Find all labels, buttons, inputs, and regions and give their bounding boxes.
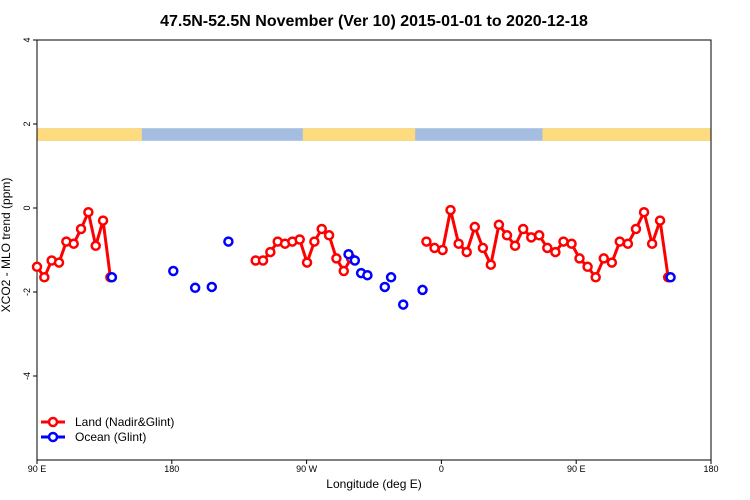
data-point xyxy=(68,238,79,249)
data-point xyxy=(429,242,440,254)
series-layer xyxy=(31,204,676,310)
data-point xyxy=(606,257,618,268)
data-point xyxy=(206,281,218,293)
y-axis-label: XCO2 - MLO trend (ppm) xyxy=(0,178,13,313)
data-point xyxy=(574,253,585,264)
data-point xyxy=(598,253,610,264)
data-point xyxy=(83,206,94,218)
data-point xyxy=(509,240,521,252)
data-point xyxy=(168,265,179,277)
data-point xyxy=(53,257,65,268)
data-point xyxy=(437,244,448,256)
y-tick-label: 0 xyxy=(22,205,32,210)
data-point xyxy=(654,215,666,226)
data-point xyxy=(646,238,658,249)
data-point xyxy=(469,221,481,233)
data-point xyxy=(501,230,513,241)
y-tick-label: -2 xyxy=(22,288,32,296)
data-point xyxy=(590,272,601,283)
data-point xyxy=(379,281,391,293)
data-point xyxy=(614,236,626,247)
y-tick-label: -4 xyxy=(22,372,32,380)
data-point xyxy=(90,240,101,252)
legend-label: Ocean (Glint) xyxy=(75,430,146,444)
y-axis: -4 -2 0 2 4 xyxy=(22,37,37,380)
data-point xyxy=(477,242,489,254)
data-point xyxy=(517,223,529,235)
data-point xyxy=(665,272,676,283)
x-tick-label: 0 xyxy=(439,464,444,474)
data-point xyxy=(533,230,545,241)
x-tick-label: 90 W xyxy=(296,464,318,474)
data-point xyxy=(316,223,327,235)
data-point xyxy=(223,236,234,247)
data-point xyxy=(453,238,464,249)
data-point xyxy=(485,259,497,270)
data-point xyxy=(349,255,361,266)
data-point xyxy=(343,248,354,260)
data-point xyxy=(417,284,428,296)
x-tick-label: 90 E xyxy=(28,464,47,474)
band-land xyxy=(542,128,711,141)
data-point xyxy=(106,272,118,283)
data-point xyxy=(461,246,472,258)
data-point xyxy=(558,236,569,247)
data-point xyxy=(294,234,305,245)
data-point xyxy=(566,238,577,249)
x-tick-label: 180 xyxy=(703,464,718,474)
plot-frame xyxy=(36,39,712,461)
y-tick-label: 4 xyxy=(22,37,32,42)
data-point xyxy=(550,246,561,258)
data-point xyxy=(582,261,593,273)
data-point xyxy=(630,223,642,235)
data-point xyxy=(385,272,397,283)
band-land xyxy=(302,128,416,141)
legend-marker xyxy=(47,431,59,443)
data-point xyxy=(97,215,109,226)
x-axis: 90 E 180 90 W 0 90 E 180 xyxy=(28,460,719,474)
x-axis-label: Longitude (deg E) xyxy=(326,477,421,491)
data-point xyxy=(331,253,342,264)
chart-title: 47.5N-52.5N November (Ver 10) 2015-01-01… xyxy=(160,13,588,30)
data-point xyxy=(622,238,634,249)
data-point xyxy=(301,257,313,268)
y-tick-label: 2 xyxy=(22,121,32,126)
data-point xyxy=(338,265,349,277)
data-point xyxy=(638,206,650,218)
data-point xyxy=(309,236,320,247)
data-point xyxy=(362,269,373,281)
x-tick-label: 90 E xyxy=(567,464,586,474)
data-point xyxy=(265,246,276,258)
legend: Land (Nadir&Glint)Ocean (Glint) xyxy=(41,415,174,444)
legend-marker xyxy=(47,416,59,428)
data-point xyxy=(397,299,409,310)
data-point xyxy=(75,223,87,235)
x-tick-label: 180 xyxy=(164,464,179,474)
data-point xyxy=(31,261,43,273)
data-point xyxy=(445,204,456,216)
data-point xyxy=(257,255,269,266)
data-point xyxy=(493,219,505,231)
data-point xyxy=(323,230,335,241)
data-point xyxy=(189,282,201,294)
surface-band xyxy=(37,128,711,141)
legend-label: Land (Nadir&Glint) xyxy=(75,415,174,429)
data-point xyxy=(39,272,50,283)
band-land xyxy=(37,128,142,141)
data-point xyxy=(421,236,432,247)
data-point xyxy=(542,242,553,254)
